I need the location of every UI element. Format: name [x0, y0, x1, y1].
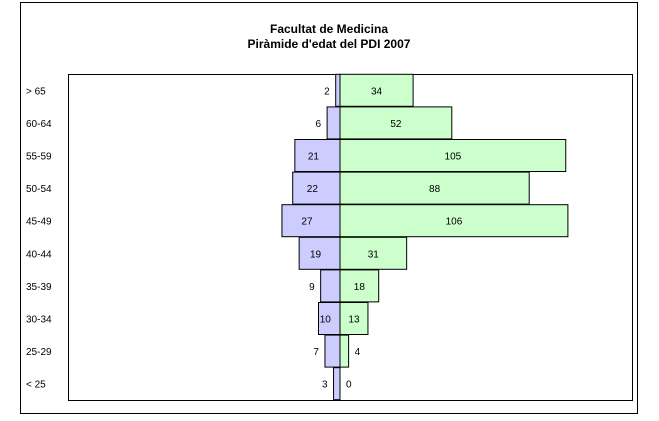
category-label: < 25 [26, 380, 46, 391]
category-label: 25-29 [26, 347, 52, 358]
category-label: 35-39 [26, 282, 52, 293]
data-label-left: 27 [301, 217, 313, 228]
bar-left [320, 269, 341, 303]
data-label-left: 3 [322, 380, 328, 391]
data-label-right: 4 [355, 347, 361, 358]
bar-right [339, 269, 380, 303]
category-label: 60-64 [26, 119, 52, 130]
data-label-left: 7 [313, 347, 319, 358]
bar-right [339, 171, 530, 205]
data-label-right: 106 [446, 217, 463, 228]
bar-left [324, 334, 341, 368]
bar-left [281, 204, 341, 238]
bar-left [294, 139, 341, 172]
category-labels: > 65 60-64 55-59 50-54 45-49 40-44 35-39 30-34 2… [26, 86, 52, 390]
data-label-right: 18 [354, 282, 366, 293]
chart-subtitle: Piràmide d'edat del PDI 2007 [248, 37, 411, 51]
bar-left [298, 236, 341, 270]
category-label: 30-34 [26, 315, 52, 326]
category-label: 40-44 [26, 249, 52, 260]
data-label-left: 9 [309, 282, 315, 293]
data-label-right: 0 [346, 380, 352, 391]
data-label-left: 19 [310, 249, 322, 260]
category-label: 50-54 [26, 184, 52, 195]
data-label-left: 21 [308, 152, 320, 163]
bar-right [339, 236, 408, 270]
bar-left [335, 73, 341, 107]
bar-right [339, 139, 567, 172]
data-label-left: 2 [324, 86, 330, 97]
bar-left [326, 106, 341, 140]
data-label-right: 34 [371, 86, 383, 97]
category-label: 45-49 [26, 217, 52, 228]
bar-left [292, 171, 341, 205]
bar-right [339, 204, 569, 238]
data-label-right: 31 [368, 249, 380, 260]
category-label: 55-59 [26, 152, 52, 163]
data-label-left: 22 [307, 184, 319, 195]
bar-right [339, 302, 369, 335]
data-label-right: 52 [390, 119, 402, 130]
data-label-right: 13 [348, 315, 360, 326]
bar-right [339, 334, 350, 368]
category-label: > 65 [26, 86, 46, 97]
chart-title: Facultat de Medicina [270, 22, 388, 36]
bar-left [333, 367, 341, 401]
data-label-left: 6 [316, 119, 322, 130]
data-label-right: 105 [445, 152, 462, 163]
bars-layer: 2 34 6 52 21 105 22 88 27 106 19 31 9 18 10 13 7 4 3 0 [281, 73, 569, 401]
data-label-left: 10 [320, 315, 332, 326]
data-label-right: 88 [429, 184, 441, 195]
